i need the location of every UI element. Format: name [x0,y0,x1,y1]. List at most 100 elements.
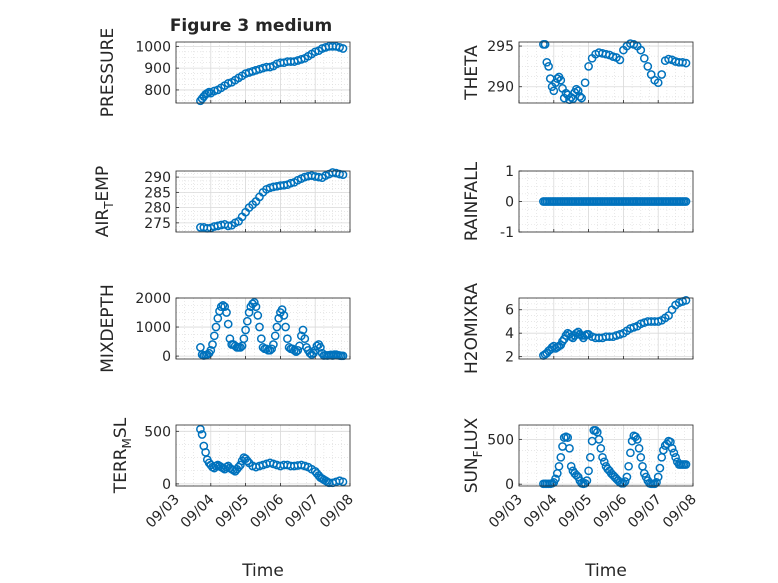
axis-box [518,424,694,487]
data-point [236,343,245,352]
data-point [223,221,233,231]
data-point [281,322,290,332]
data-point [626,448,635,458]
y-tick-label: 280 [144,201,171,217]
data-point [598,452,607,462]
y-tick-label: 500 [144,424,171,440]
y-axis-label: PRESSURE [98,28,118,117]
y-tick-label: 1 [505,164,514,180]
data-point [551,474,560,484]
y-axis-label-rest: SL [111,417,131,438]
data-point [249,298,259,307]
data-point [585,452,595,462]
y-axis-label-rest: EMP [93,166,113,202]
axis-box [518,297,694,360]
data-point [211,322,221,332]
axis-box [175,297,351,360]
data-point [615,55,625,65]
data-point [554,461,564,471]
panel-h2omixra: 2 4 6 H2OMIXRA [462,283,694,374]
data-point [269,340,278,349]
y-tick-label: 6 [505,303,514,319]
data-point [681,197,691,206]
y-axis-label: THETA [462,45,482,101]
data-point [209,331,219,341]
data-point [596,443,606,453]
data-point [594,435,604,444]
data-point [634,443,644,453]
data-point [678,57,687,67]
data-point [577,93,586,103]
axis-box [175,41,351,104]
y-tick-label: 275 [144,216,171,232]
data-point [222,308,231,317]
axis-box [175,424,351,487]
data-point [565,443,574,453]
data-point [270,331,280,341]
data-point [293,345,303,355]
data-point [216,302,226,312]
y-axis-label-subscript: T [102,201,116,210]
data-point [667,443,677,453]
x-axis-label: Time [241,561,284,581]
data-point [566,461,576,471]
data-point [196,424,205,434]
data-point [300,334,310,344]
data-point [632,435,642,444]
data-point [573,86,583,96]
data-point [681,460,691,469]
y-tick-label: 285 [144,185,171,201]
data-point [624,461,633,471]
y-axis-label-rest: LUX [462,417,482,450]
data-point [584,466,593,476]
y-axis-label: SUNFLUX [462,417,485,493]
data-point [206,345,216,355]
data-point [556,452,566,462]
panel-mixdepth: 0 1000 2000 MIXDEPTH [98,284,351,373]
data-point [636,45,646,55]
data-point [620,477,630,486]
y-tick-label: 900 [144,61,171,77]
data-point [234,462,243,472]
data-point [653,78,663,88]
data-point [599,457,609,467]
data-point [619,478,628,488]
data-point [251,302,261,312]
y-axis-label-subscript: M [120,438,134,448]
y-tick-label: 295 [487,39,514,55]
data-point [256,334,266,344]
data-point [549,86,559,96]
data-point [283,334,292,344]
data-point [220,302,230,312]
data-point [643,62,653,71]
data-point [277,305,287,314]
data-point [242,456,252,466]
x-axis-label: Time [584,561,627,581]
data-point [289,345,299,355]
data-point [335,169,344,179]
data-point [540,40,550,49]
data-point [542,57,552,67]
y-axis-label-main: SUN [462,457,482,493]
data-point [298,325,308,335]
data-point [572,84,581,94]
data-point [253,311,263,320]
panel-pressure: 800 900 1000 PRESSURE [98,28,351,117]
data-point [639,53,649,63]
data-point [279,311,289,320]
data-point [544,62,553,71]
y-tick-label: -1 [500,225,514,241]
data-point [338,477,348,487]
data-point [218,300,228,310]
data-point [316,343,325,352]
data-point [655,463,665,473]
y-tick-label: 290 [144,170,171,186]
data-point [584,62,593,71]
data-point [681,58,691,68]
data-point [669,448,679,458]
data-point [255,322,264,332]
y-tick-label: 0 [162,477,171,493]
panel-theta: 290 295 THETA [462,39,694,105]
y-tick-label: 0 [162,349,171,365]
